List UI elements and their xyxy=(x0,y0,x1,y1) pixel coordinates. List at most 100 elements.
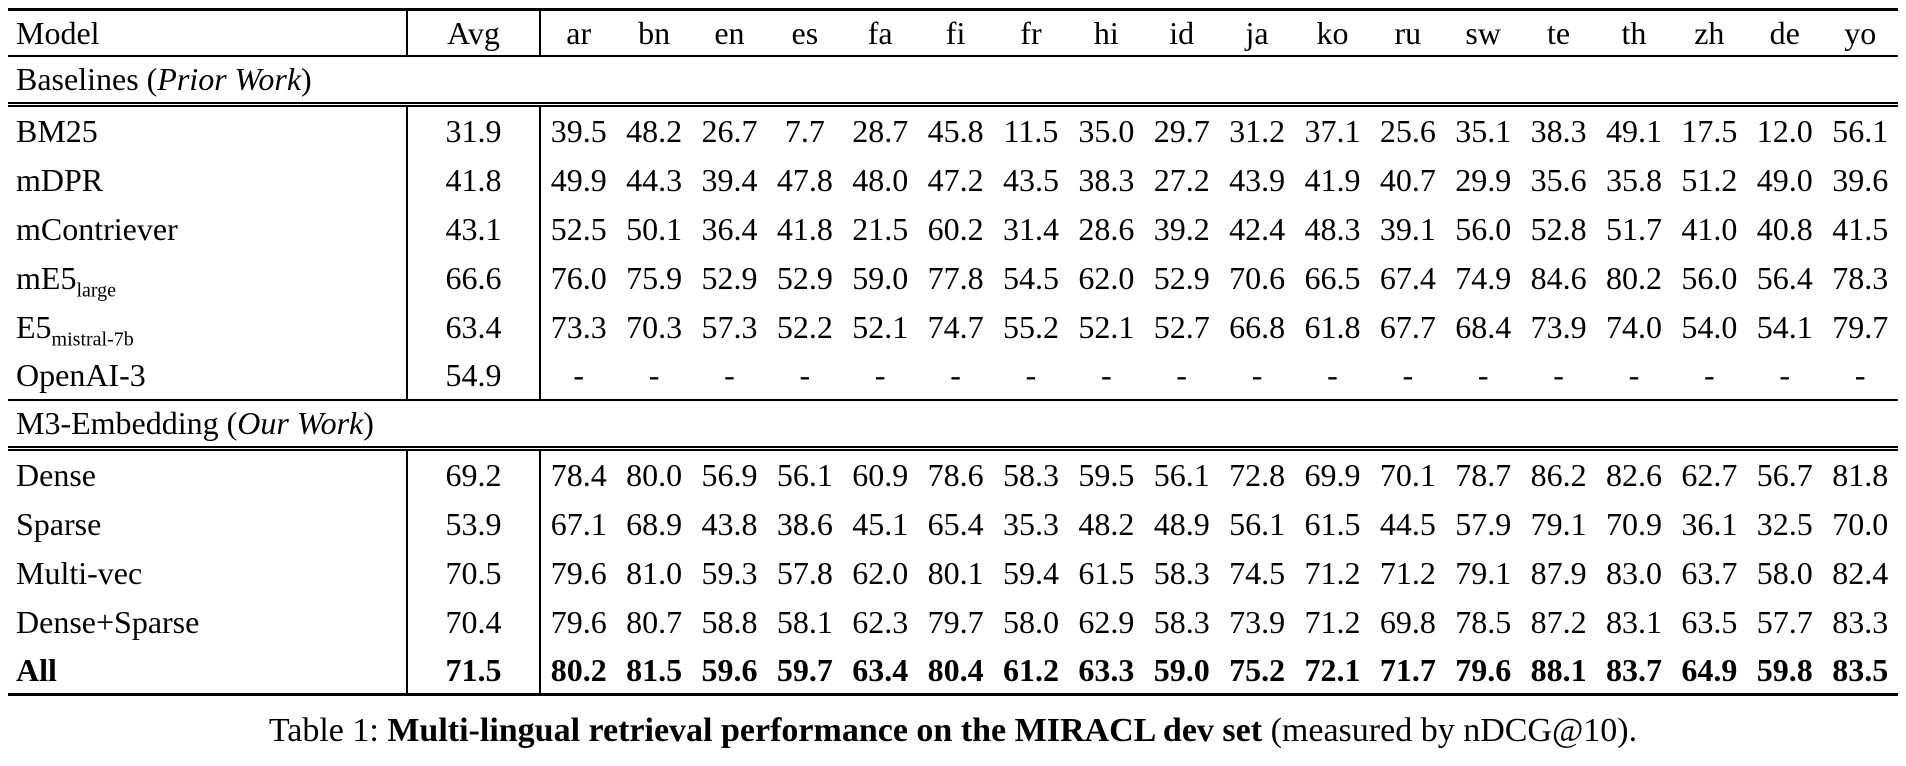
table-row-me5: mE5large 66.6 76.0 75.9 52.9 52.9 59.0 77.8 54.5… xyxy=(8,254,1898,303)
value-ko: 48.3 xyxy=(1304,211,1361,247)
value-id: 59.0 xyxy=(1144,647,1220,696)
value-ja: 31.2 xyxy=(1229,113,1286,149)
col-header-ko: ko xyxy=(1294,8,1371,57)
value-th: 82.6 xyxy=(1605,457,1662,493)
value-te: 79.1 xyxy=(1530,506,1587,542)
value-te: 88.1 xyxy=(1520,647,1597,696)
value-es: 57.8 xyxy=(776,555,833,591)
value-sw: 74.9 xyxy=(1455,260,1512,296)
section-title-prefix: M3-Embedding ( xyxy=(16,405,238,441)
value-hi: 38.3 xyxy=(1078,162,1135,198)
value-yo: 82.4 xyxy=(1832,555,1889,591)
avg-value: 53.9 xyxy=(408,500,541,549)
value-yo: - xyxy=(1822,352,1898,401)
model-name: Sparse xyxy=(8,500,408,549)
value-fi: 80.4 xyxy=(917,647,994,696)
section-title-prefix: Baselines ( xyxy=(16,61,158,97)
value-fi: 77.8 xyxy=(927,260,984,296)
value-th: 35.8 xyxy=(1605,162,1662,198)
value-sw: 79.6 xyxy=(1445,647,1521,696)
value-en: 56.9 xyxy=(701,457,758,493)
table-row-multi-vec: Multi-vec 70.5 79.6 81.0 59.3 57.8 62.0 80.1 59.… xyxy=(8,549,1898,598)
model-name-text: mE5 xyxy=(16,260,77,296)
value-id: 52.7 xyxy=(1153,309,1210,345)
col-header-zh: zh xyxy=(1671,8,1747,57)
value-es: 58.1 xyxy=(776,604,833,640)
value-fa: 63.4 xyxy=(842,647,918,696)
avg-value: 43.1 xyxy=(408,205,541,254)
value-bn: 68.9 xyxy=(626,506,683,542)
value-ko: 66.5 xyxy=(1304,260,1361,296)
col-header-fi: fi xyxy=(917,8,994,57)
value-ja: 66.8 xyxy=(1229,309,1286,345)
avg-value: 31.9 xyxy=(408,107,541,156)
value-th: 83.7 xyxy=(1596,647,1672,696)
avg-value: 71.5 xyxy=(408,647,541,696)
value-th: 83.1 xyxy=(1605,604,1662,640)
value-ko: 71.2 xyxy=(1304,604,1361,640)
value-hi: 59.5 xyxy=(1078,457,1135,493)
value-fi: 47.2 xyxy=(927,162,984,198)
value-fa: 60.9 xyxy=(852,457,909,493)
value-ja: 43.9 xyxy=(1229,162,1286,198)
value-ja: 72.8 xyxy=(1229,457,1286,493)
value-fa: 28.7 xyxy=(852,113,909,149)
value-de: 59.8 xyxy=(1747,647,1823,696)
value-ar: 73.3 xyxy=(550,309,607,345)
avg-value: 41.8 xyxy=(408,156,541,205)
table-caption: Table 1: Multi-lingual retrieval perform… xyxy=(0,712,1906,750)
value-zh: 62.7 xyxy=(1681,457,1738,493)
value-hi: 62.0 xyxy=(1078,260,1135,296)
value-yo: 78.3 xyxy=(1832,260,1889,296)
value-te: 35.6 xyxy=(1530,162,1587,198)
table-body: Baselines (Prior Work) BM25 31.9 39.5 48.2 26… xyxy=(8,57,1898,696)
model-subscript: large xyxy=(76,279,117,302)
value-fr: 58.3 xyxy=(1002,457,1059,493)
table-row-dense-sparse: Dense+Sparse 70.4 79.6 80.7 58.8 58.1 62.3 79.7… xyxy=(8,598,1898,647)
model-name-text: E5 xyxy=(16,309,52,345)
value-en: 36.4 xyxy=(701,211,758,247)
value-bn: 48.2 xyxy=(626,113,683,149)
value-en: 43.8 xyxy=(701,506,758,542)
header-row: Model Avg ar bn en es fa fi fr hi id ja ko ru sw te th zh… xyxy=(8,8,1898,57)
section-title-row: Baselines (Prior Work) xyxy=(8,57,1898,107)
section-title-suffix: ) xyxy=(301,61,312,97)
value-es: 56.1 xyxy=(776,457,833,493)
col-header-fr: fr xyxy=(993,8,1069,57)
value-yo: 83.5 xyxy=(1822,647,1898,696)
value-fi: 78.6 xyxy=(927,457,984,493)
value-id: 27.2 xyxy=(1153,162,1210,198)
value-ko: - xyxy=(1294,352,1371,401)
value-id: 56.1 xyxy=(1153,457,1210,493)
table-row-all: All 71.5 80.2 81.5 59.6 59.7 63.4 80.4 61.2 63.3 5… xyxy=(8,647,1898,696)
value-en: 39.4 xyxy=(701,162,758,198)
col-header-fa: fa xyxy=(842,8,918,57)
model-name: E5mistral-7b xyxy=(8,303,408,352)
value-te: 87.9 xyxy=(1530,555,1587,591)
value-te: - xyxy=(1520,352,1597,401)
value-ar: 78.4 xyxy=(550,457,607,493)
value-bn: 75.9 xyxy=(626,260,683,296)
value-id: - xyxy=(1144,352,1220,401)
value-ja: 56.1 xyxy=(1229,506,1286,542)
value-sw: - xyxy=(1445,352,1521,401)
col-header-id: id xyxy=(1144,8,1220,57)
value-fi: 79.7 xyxy=(927,604,984,640)
value-es: 59.7 xyxy=(767,647,843,696)
value-zh: 51.2 xyxy=(1681,162,1738,198)
value-id: 29.7 xyxy=(1153,113,1210,149)
value-sw: 78.5 xyxy=(1455,604,1512,640)
value-ru: 67.4 xyxy=(1379,260,1436,296)
value-ko: 71.2 xyxy=(1304,555,1361,591)
table-row-mcontriever: mContriever 43.1 52.5 50.1 36.4 41.8 21.5 60.2 3… xyxy=(8,205,1898,254)
value-de: 57.7 xyxy=(1756,604,1813,640)
value-ko: 61.8 xyxy=(1304,309,1361,345)
value-bn: 80.7 xyxy=(626,604,683,640)
section-title-italic: Our Work xyxy=(237,405,364,441)
value-ar: 79.6 xyxy=(550,604,607,640)
value-te: 38.3 xyxy=(1530,113,1587,149)
value-ja: 73.9 xyxy=(1229,604,1286,640)
value-ar: 76.0 xyxy=(550,260,607,296)
value-ko: 72.1 xyxy=(1294,647,1371,696)
section-title-italic: Prior Work xyxy=(157,61,302,97)
